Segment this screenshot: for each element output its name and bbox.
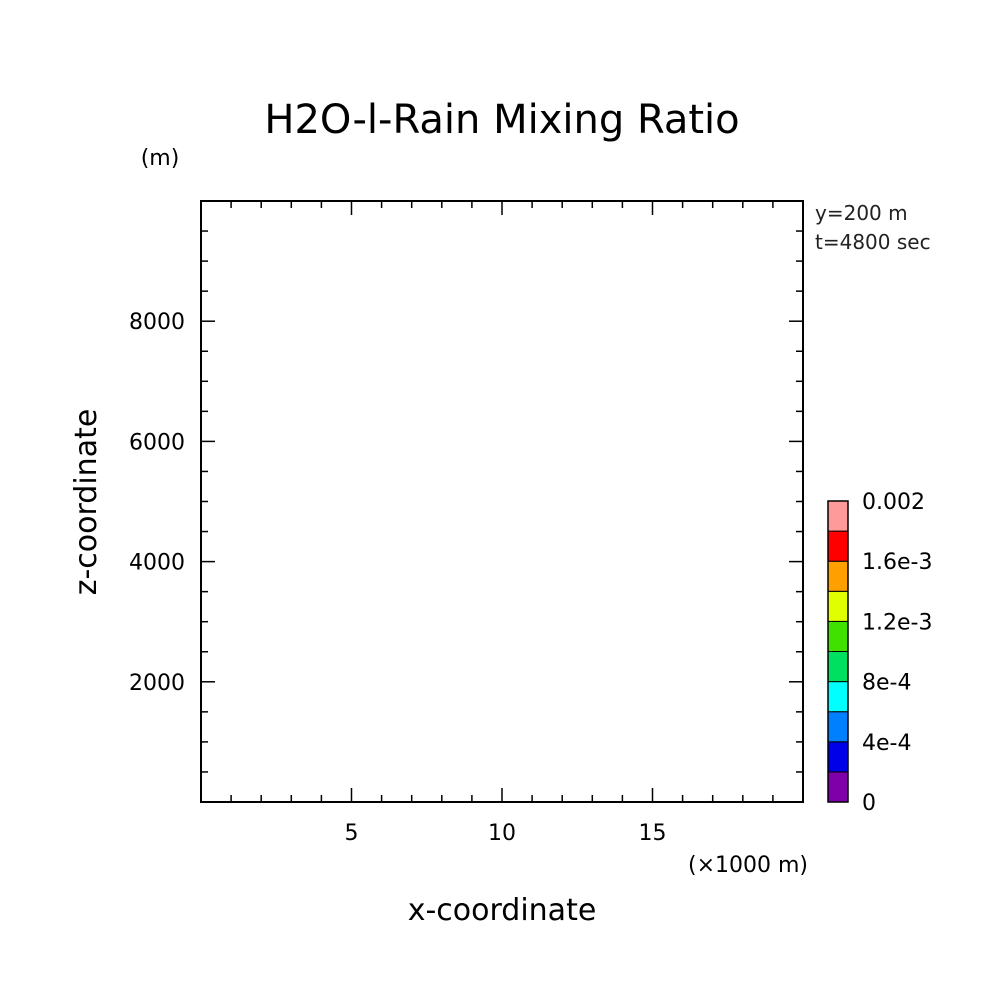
- plot-area: [200, 200, 804, 803]
- x-unit-label: (×1000 m): [688, 853, 808, 878]
- x-axis-label: x-coordinate: [408, 893, 597, 928]
- x-tick-label: 15: [639, 821, 667, 846]
- colorbar-tick-label: 1.6e-3: [862, 550, 932, 575]
- y-unit-label: (m): [141, 146, 180, 171]
- y-tick-label: 8000: [129, 310, 185, 335]
- colorbar-tick-label: 1.2e-3: [862, 610, 932, 635]
- colorbar-swatch: [827, 500, 849, 532]
- colorbar-swatch: [827, 620, 849, 653]
- colorbar-tick-label: 4e-4: [862, 731, 911, 756]
- colorbar-swatch: [827, 771, 849, 803]
- colorbar-frame: [827, 500, 849, 803]
- chart-title: H2O-l-Rain Mixing Ratio: [264, 97, 739, 143]
- info-time: t=4800 sec: [815, 230, 931, 254]
- colorbar-swatch: [827, 741, 849, 773]
- colorbar-tick-label: 0.002: [862, 490, 925, 515]
- axis-tick-labels: 5 10 15 2000 4000 6000 8000: [129, 310, 667, 846]
- y-tick-label: 6000: [129, 430, 185, 455]
- colorbar-swatch: [827, 530, 849, 562]
- colorbar-swatch: [827, 590, 849, 622]
- y-tick-label: 2000: [129, 671, 185, 696]
- x-tick-label: 5: [345, 821, 359, 846]
- y-tick-label: 4000: [129, 551, 185, 576]
- colorbar-tick-label: 0: [862, 791, 876, 816]
- info-y-position: y=200 m: [815, 201, 908, 225]
- axis-ticks: [201, 201, 803, 802]
- colorbar-tick-label: 8e-4: [862, 671, 911, 696]
- x-tick-label: 10: [488, 821, 516, 846]
- colorbar-swatch: [827, 711, 849, 743]
- colorbar: 0 4e-4 8e-4 1.2e-3 1.6e-3 0.002: [827, 490, 932, 816]
- colorbar-swatch: [827, 560, 849, 592]
- colorbar-swatch: [827, 651, 849, 683]
- y-axis-label: z-coordinate: [69, 409, 104, 596]
- colorbar-swatch: [827, 681, 849, 713]
